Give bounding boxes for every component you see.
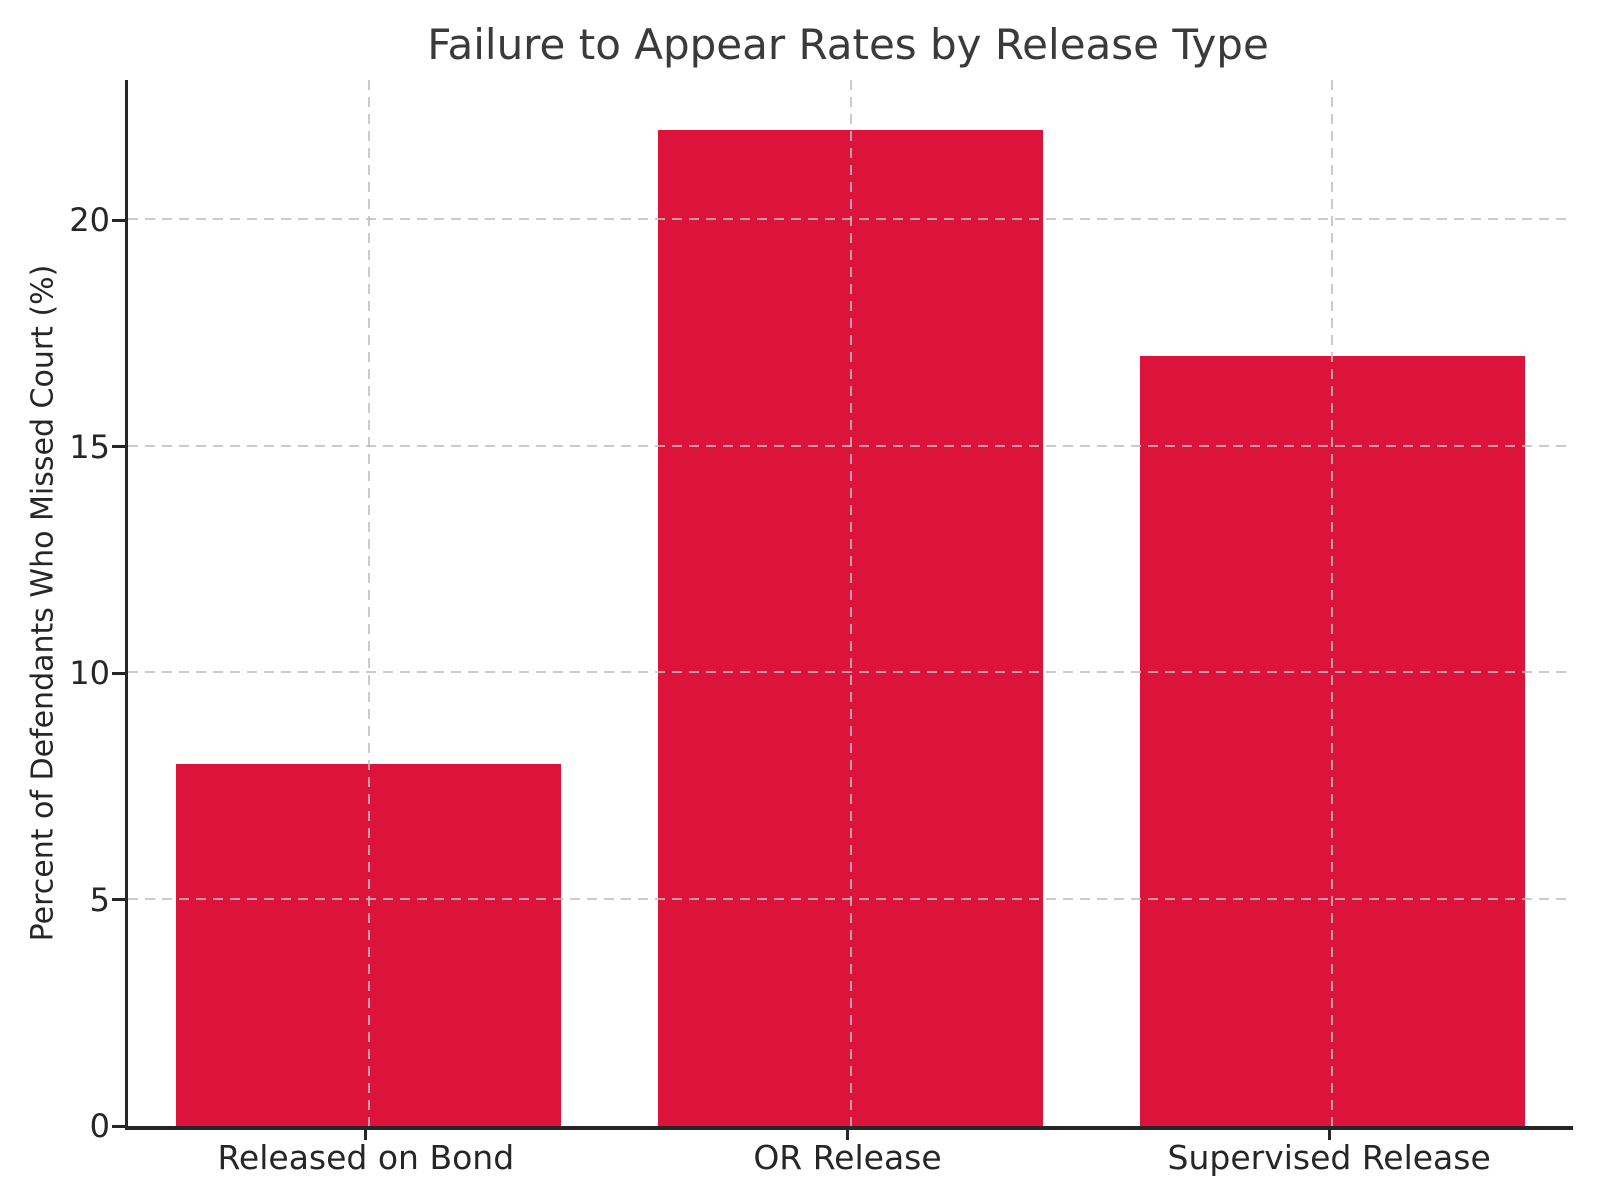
x-tick-mark-2 (1327, 1130, 1331, 1140)
x-tick-label-1: OR Release (753, 1138, 942, 1177)
y-tick-mark-0 (112, 1124, 125, 1128)
y-tick-label-15: 15 (69, 427, 110, 466)
gridline-v-0 (367, 80, 370, 1126)
gridline-v-1 (849, 80, 852, 1126)
x-tick-mark-1 (846, 1130, 849, 1140)
y-tick-label-0: 0 (89, 1107, 110, 1145)
y-tick-mark-5 (112, 898, 125, 902)
y-tick-label-5: 5 (89, 880, 110, 919)
x-tick-label-0: Released on Bond (217, 1138, 515, 1177)
y-tick-mark-10 (112, 671, 125, 675)
x-tick-mark-0 (364, 1130, 368, 1140)
y-tick-mark-15 (112, 445, 125, 449)
y-tick-label-10: 10 (69, 654, 110, 693)
chart-title: Failure to Appear Rates by Release Type (427, 20, 1269, 69)
y-axis-label: Percent of Defendants Who Missed Court (… (25, 264, 61, 942)
y-tick-mark-20 (112, 218, 125, 222)
plot-area (125, 80, 1573, 1130)
x-tick-label-2: Supervised Release (1167, 1138, 1491, 1177)
y-tick-label-20: 20 (69, 201, 110, 240)
gridline-v-2 (1331, 80, 1334, 1126)
